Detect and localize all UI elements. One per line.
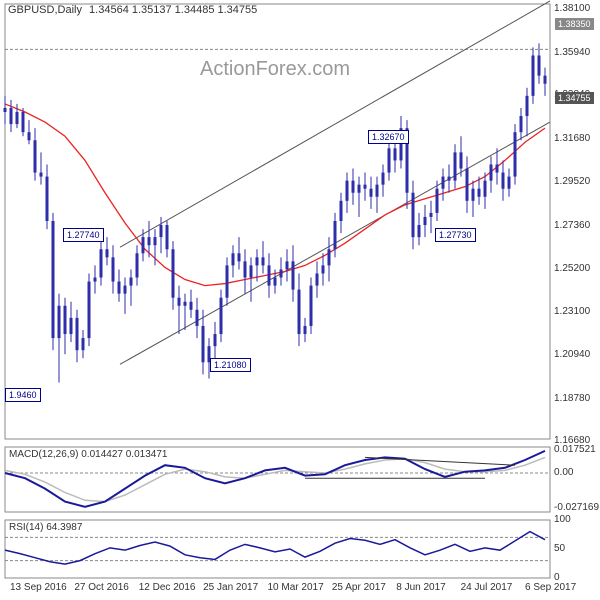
x-tick: 8 Jun 2017 <box>396 582 446 593</box>
x-tick: 25 Jan 2017 <box>203 582 258 593</box>
macd-y-tick: 0.017521 <box>554 444 596 455</box>
x-tick: 13 Sep 2016 <box>10 582 67 593</box>
chart-title: GBPUSD,Daily 1.34564 1.35137 1.34485 1.3… <box>8 4 257 16</box>
price-annotation: 1.32670 <box>368 130 409 144</box>
symbol: GBPUSD <box>8 4 54 16</box>
ohlc: 1.34564 1.35137 1.34485 1.34755 <box>89 4 257 16</box>
price-annotation: 1.38350 <box>555 18 594 30</box>
price-annotation: 1.27730 <box>435 228 476 242</box>
watermark: ActionForex.com <box>200 58 350 81</box>
rsi-y-tick: 100 <box>554 514 571 525</box>
y-tick: 1.27360 <box>554 220 590 231</box>
x-tick: 10 Mar 2017 <box>268 582 324 593</box>
macd-y-tick: 0.00 <box>554 467 573 478</box>
price-annotation: 1.21080 <box>210 358 251 372</box>
y-tick: 1.23100 <box>554 306 590 317</box>
macd-title: MACD(12,26,9) 0.014427 0.013471 <box>9 449 167 460</box>
y-tick: 1.31680 <box>554 133 590 144</box>
y-tick: 1.29520 <box>554 176 590 187</box>
y-tick: 1.18780 <box>554 393 590 404</box>
rsi-y-tick: 50 <box>554 543 565 554</box>
macd-y-tick: -0.027169 <box>554 502 599 513</box>
x-tick: 27 Oct 2016 <box>74 582 128 593</box>
x-tick: 12 Dec 2016 <box>139 582 196 593</box>
x-tick: 6 Sep 2017 <box>525 582 576 593</box>
price-annotation: 1.27740 <box>63 228 104 242</box>
timeframe: Daily <box>58 4 82 16</box>
y-tick: 1.25200 <box>554 263 590 274</box>
price-annotation: 1.34755 <box>555 92 594 104</box>
price-annotation: 1.9460 <box>5 388 41 402</box>
rsi-title: RSI(14) 64.3987 <box>9 522 82 533</box>
y-tick: 1.38100 <box>554 3 590 14</box>
x-tick: 24 Jul 2017 <box>461 582 513 593</box>
y-tick: 1.35940 <box>554 47 590 58</box>
y-tick: 1.20940 <box>554 349 590 360</box>
x-tick: 25 Apr 2017 <box>332 582 386 593</box>
